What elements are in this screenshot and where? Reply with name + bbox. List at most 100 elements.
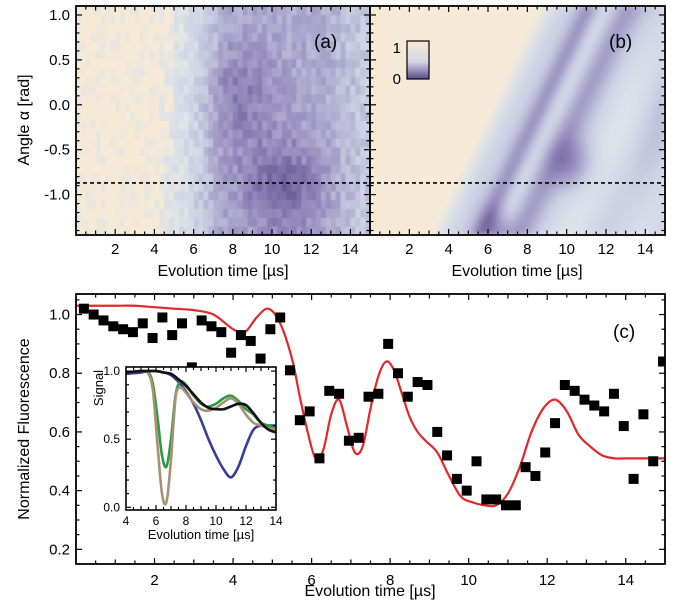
heatmap-cell (608, 34, 615, 42)
heatmap-cell (120, 41, 126, 51)
heatmap-cell (257, 23, 263, 33)
heatmap-cell (281, 182, 288, 192)
heatmap-cell (577, 134, 584, 142)
heatmap-cell (267, 14, 273, 25)
heatmap-cell (198, 217, 204, 227)
heatmap-cell (439, 199, 446, 207)
heatmap-cell (105, 182, 111, 192)
heatmap-cell (408, 34, 415, 42)
heatmap-cell (569, 84, 576, 92)
heatmap-cell (644, 219, 651, 227)
heatmap-cell (463, 99, 470, 107)
heatmap-cell (490, 34, 497, 42)
heatmap-cell (569, 79, 576, 87)
heatmap-cell (345, 155, 351, 165)
heatmap-cell (636, 199, 643, 207)
heatmap-cell (573, 189, 580, 197)
heatmap-cell (105, 85, 111, 95)
heatmap-cell (522, 84, 529, 92)
heatmap-cell (538, 19, 545, 27)
heatmap-cell (237, 173, 243, 183)
heatmap-cell (272, 226, 278, 235)
heatmap-cell (350, 94, 356, 104)
heatmap-cell (557, 24, 564, 32)
heatmap-cell (475, 79, 482, 87)
heatmap-cell (247, 85, 253, 95)
heatmap-cell (640, 219, 647, 227)
heatmap-cell (115, 94, 121, 104)
heatmap-cell (620, 164, 627, 172)
heatmap-cell (431, 129, 438, 137)
heatmap-cell (370, 204, 375, 212)
heatmap-cell (534, 29, 541, 37)
heatmap-cell (198, 146, 204, 157)
heatmap-cell (620, 74, 627, 82)
heatmap-cell (281, 85, 288, 95)
heatmap-cell (340, 199, 346, 209)
heatmap-cell (431, 184, 438, 192)
heatmap-cell (538, 114, 545, 122)
heatmap-cell (620, 169, 627, 177)
heatmap-cell (262, 41, 268, 51)
heatmap-cell (608, 194, 615, 202)
heatmap-cell (388, 169, 395, 177)
heatmap-cell (467, 119, 474, 127)
heatmap-cell (178, 208, 185, 218)
heatmap-cell (451, 124, 458, 132)
heatmap-cell (384, 199, 391, 207)
heatmap-cell (459, 154, 466, 162)
heatmap-cell (479, 154, 486, 162)
heatmap-cell (242, 164, 248, 174)
heatmap-cell (431, 9, 438, 17)
heatmap-cell (365, 173, 370, 183)
heatmap-cell (608, 144, 615, 152)
heatmap-cell (316, 173, 322, 183)
heatmap-cell (408, 169, 415, 177)
heatmap-cell (134, 190, 141, 201)
heatmap-cell (144, 208, 150, 218)
heatmap-cell (400, 54, 407, 62)
heatmap-cell (242, 146, 248, 157)
heatmap-cell (370, 194, 375, 202)
heatmap-cell (242, 138, 248, 148)
heatmap-cell (553, 149, 560, 157)
heatmap-cell (628, 159, 635, 167)
heatmap-cell (542, 99, 548, 107)
heatmap-cell (648, 59, 655, 67)
heatmap-cell (412, 169, 419, 177)
heatmap-cell (640, 29, 647, 37)
heatmap-cell (483, 189, 489, 197)
heatmap-cell (380, 164, 387, 172)
heatmap-cell (408, 134, 415, 142)
heatmap-cell (542, 229, 548, 235)
heatmap-cell (105, 129, 111, 139)
heatmap-cell (188, 50, 194, 60)
heatmap-cell (494, 24, 501, 32)
heatmap-cell (471, 204, 478, 212)
heatmap-cell (494, 159, 501, 167)
heatmap-cell (169, 111, 175, 121)
heatmap-cell (376, 99, 383, 107)
heatmap-cell (95, 190, 101, 201)
heatmap-cell (412, 124, 419, 132)
heatmap-cell (159, 76, 165, 86)
heatmap-cell (620, 214, 627, 222)
heatmap-cell (553, 104, 560, 112)
heatmap-cell (534, 99, 541, 107)
heatmap-cell (569, 199, 576, 207)
heatmap-cell (577, 74, 584, 82)
heatmap-cell (502, 199, 509, 207)
heatmap-cell (110, 94, 116, 104)
heatmap-cell (475, 54, 482, 62)
heatmap-cell (76, 190, 82, 201)
heatmap-cell (522, 149, 529, 157)
heatmap-cell (208, 50, 214, 60)
heatmap-cell (237, 208, 243, 218)
heatmap-cell (420, 24, 427, 32)
heatmap-cell (252, 50, 258, 60)
heatmap-cell (95, 138, 101, 148)
heatmap-cell (589, 184, 596, 192)
heatmap-cell (561, 119, 568, 127)
heatmap-cell (95, 111, 101, 121)
heatmap-cell (471, 89, 478, 97)
